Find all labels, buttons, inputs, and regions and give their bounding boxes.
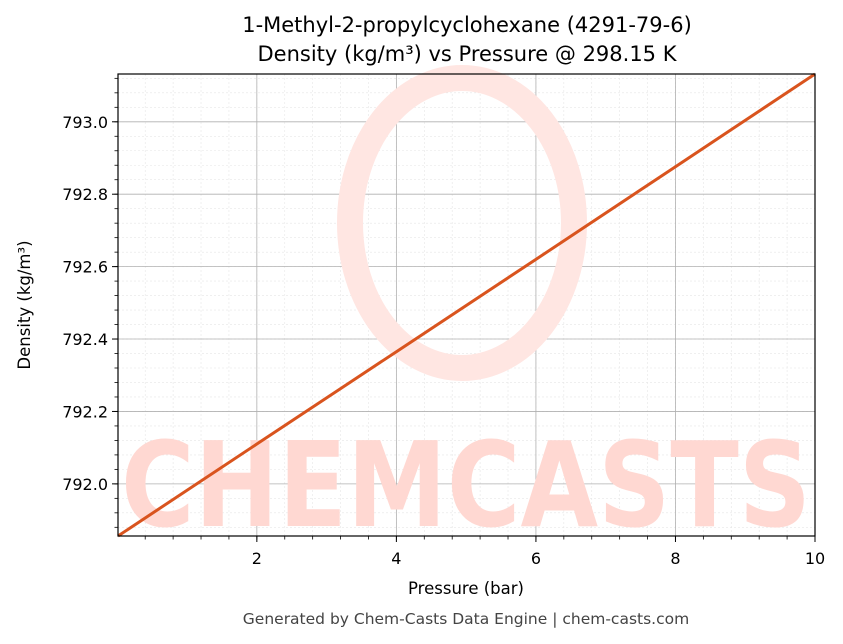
plot-frame [117,73,816,537]
y-axis: 792.0 792.2 792.4 792.6 792.8 793.0 [62,77,118,528]
major-grid [118,74,816,536]
chart-title: 1-Methyl-2-propylcyclohexane (4291-79-6) [242,13,692,37]
y-tick-label: 792.2 [62,402,108,421]
y-tick-label: 793.0 [62,113,108,132]
x-tick-label: 8 [670,549,680,568]
series-line [117,72,816,538]
x-axis-label: Pressure (bar) [408,579,524,598]
x-tick-label: 2 [252,549,262,568]
x-tick-label: 4 [391,549,401,568]
chart-subtitle: Density (kg/m³) vs Pressure @ 298.15 K [257,42,677,66]
y-tick-label: 792.6 [62,258,108,277]
y-tick-label: 792.4 [62,330,108,349]
x-tick-label: 6 [531,549,541,568]
x-tick-label: 10 [805,549,825,568]
x-axis: 2 4 6 8 10 [144,536,825,568]
watermark: CHEMCASTS [121,65,811,554]
y-axis-label: Density (kg/m³) [15,240,34,369]
footer-credit: Generated by Chem-Casts Data Engine | ch… [243,610,689,628]
series-layer [117,72,816,538]
watermark-text: CHEMCASTS [121,416,811,554]
watermark-ring-logo [337,65,587,381]
y-tick-label: 792.0 [62,475,108,494]
y-tick-label: 792.8 [62,185,108,204]
